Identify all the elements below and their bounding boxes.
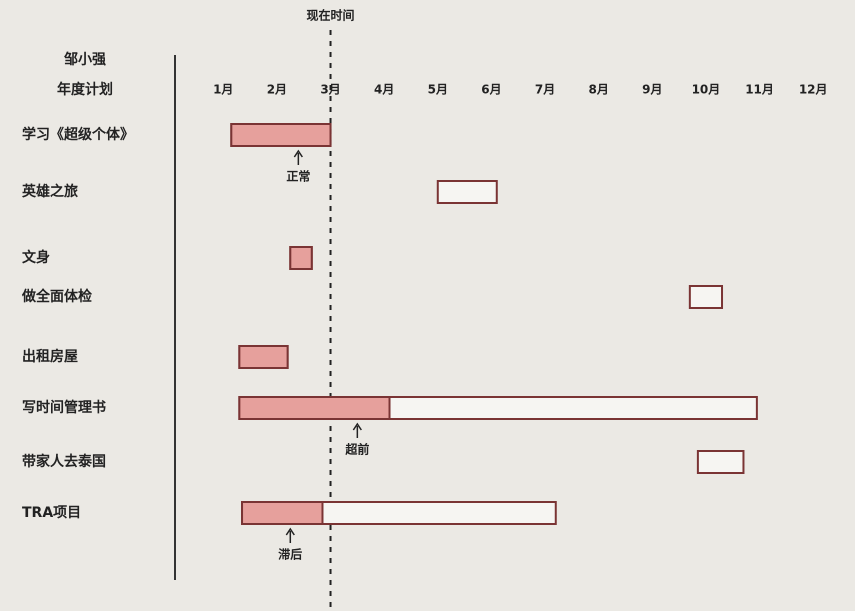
task-label: 学习《超级个体》 bbox=[22, 126, 134, 143]
now-label: 现在时间 bbox=[307, 8, 355, 23]
task-label: 写时间管理书 bbox=[22, 399, 106, 416]
x-tick-label: 8月 bbox=[588, 83, 608, 97]
status-label: 超前 bbox=[344, 442, 369, 457]
chart-title: 邹小强 bbox=[63, 51, 106, 68]
status-arrowhead bbox=[285, 527, 295, 536]
status-label: 滞后 bbox=[278, 547, 302, 562]
task-progress bbox=[241, 501, 324, 525]
task-progress bbox=[238, 345, 289, 369]
x-tick-label: 1月 bbox=[213, 83, 233, 97]
x-tick-label: 12月 bbox=[799, 83, 828, 97]
task-label: 出租房屋 bbox=[22, 348, 78, 365]
x-tick-label: 5月 bbox=[428, 83, 448, 97]
task-label: 英雄之旅 bbox=[21, 183, 78, 200]
x-tick-label: 10月 bbox=[692, 83, 721, 97]
task-bar bbox=[688, 285, 724, 309]
task-label: 带家人去泰国 bbox=[22, 453, 106, 470]
task-progress bbox=[238, 396, 391, 420]
chart-title: 年度计划 bbox=[57, 81, 113, 98]
x-tick-label: 11月 bbox=[745, 83, 774, 97]
status-arrowhead bbox=[352, 422, 362, 431]
status-arrowhead bbox=[293, 149, 303, 158]
x-tick-label: 7月 bbox=[535, 83, 555, 97]
task-label: TRA项目 bbox=[22, 505, 81, 521]
task-label: 做全面体检 bbox=[21, 288, 92, 305]
task-progress bbox=[230, 123, 332, 147]
x-tick-label: 9月 bbox=[642, 83, 662, 97]
task-bar bbox=[696, 450, 745, 474]
task-progress bbox=[289, 246, 313, 270]
x-tick-label: 2月 bbox=[267, 83, 287, 97]
task-label: 文身 bbox=[22, 249, 50, 266]
x-tick-label: 4月 bbox=[374, 83, 394, 97]
status-label: 正常 bbox=[286, 169, 310, 184]
x-tick-label: 6月 bbox=[481, 83, 501, 97]
task-bar bbox=[436, 180, 498, 204]
